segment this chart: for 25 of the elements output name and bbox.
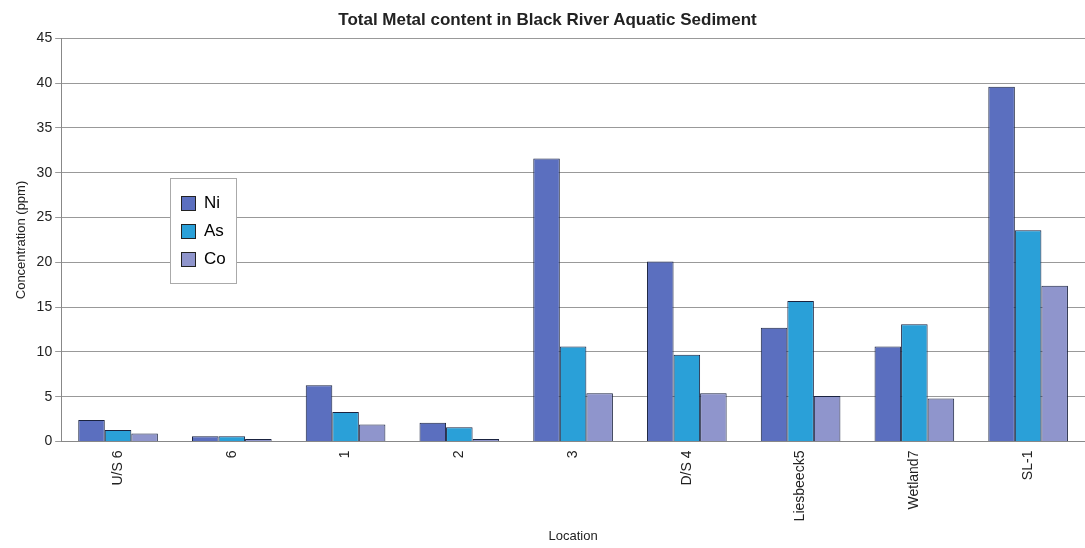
y-tick-label: 40	[36, 74, 53, 91]
y-tick-label: 0	[44, 432, 53, 449]
y-tick-label: 10	[36, 342, 53, 359]
x-tick-label: 3	[563, 450, 580, 459]
y-tick-label: 30	[36, 163, 53, 180]
x-tick-label: Liesbeeck5	[791, 450, 808, 522]
x-tick-label: Wetland7	[905, 450, 922, 510]
x-tick-label: SL-1	[1018, 450, 1035, 481]
legend-label: Co	[203, 249, 226, 269]
y-tick-label: 45	[36, 29, 53, 46]
x-tick-label: U/S 6	[108, 450, 125, 486]
y-tick-label: 15	[36, 298, 53, 315]
x-tick-label: 1	[336, 450, 353, 459]
legend-label: Ni	[203, 193, 222, 213]
x-tick-label: D/S 4	[677, 450, 694, 486]
chart-title: Total Metal content in Black River Aquatic Sediment	[338, 9, 758, 29]
y-tick-label: 25	[36, 208, 53, 225]
y-tick-label: 35	[36, 118, 53, 135]
x-tick-label: 6	[222, 450, 239, 459]
legend-label: As	[203, 221, 225, 241]
x-tick-label: 2	[450, 450, 467, 459]
x-axis-title: Location	[548, 527, 598, 543]
y-axis-title: Concentration (ppm)	[13, 180, 29, 300]
y-tick-label: 5	[44, 387, 53, 404]
y-tick-label: 20	[36, 253, 53, 270]
